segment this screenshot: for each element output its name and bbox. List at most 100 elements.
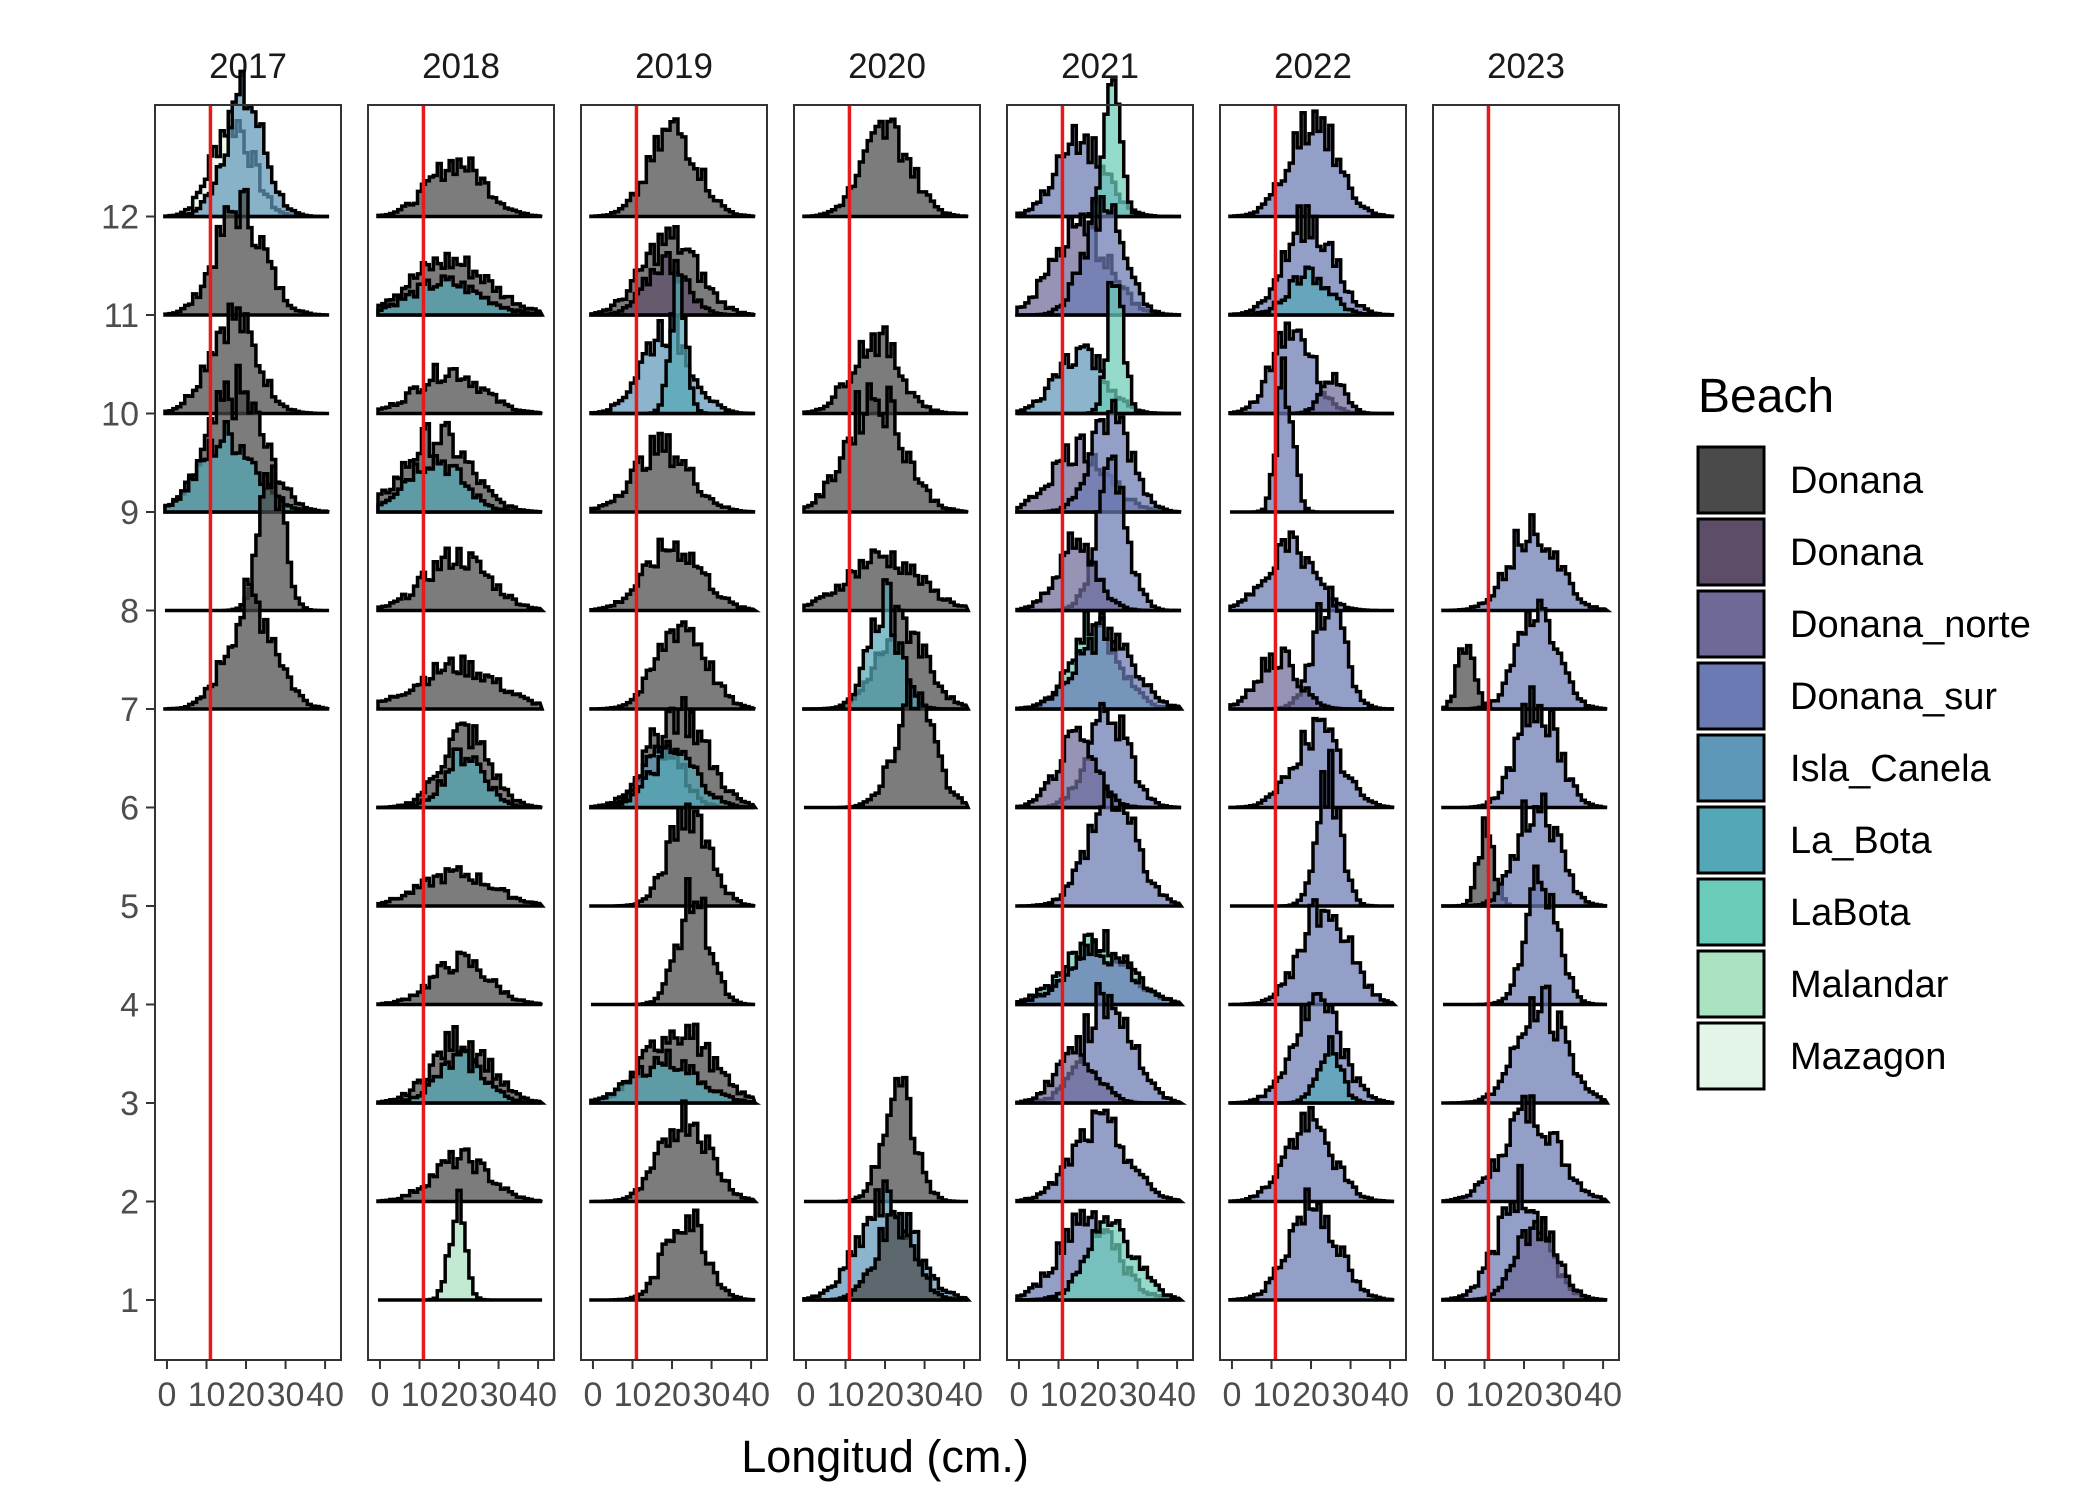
ridge-donana-2018-m5 bbox=[376, 865, 546, 908]
x-tick-label: 0 bbox=[157, 1376, 176, 1414]
ridge-donana_sur-2023-m8 bbox=[1441, 513, 1613, 613]
legend-label: LaBota bbox=[1790, 892, 1911, 934]
legend-key bbox=[1696, 445, 1766, 515]
ridge-la_bota-2018-m6 bbox=[376, 747, 543, 810]
ridge-donana_norte-2023-m1 bbox=[1442, 1216, 1608, 1302]
panel-border bbox=[154, 104, 342, 1361]
y-tick-label: 3 bbox=[120, 1085, 139, 1123]
ridge-donana_norte-2021-m3 bbox=[1015, 1035, 1182, 1105]
ridge-donana-2018-m12 bbox=[376, 156, 543, 219]
x-tick-label: 10 bbox=[827, 1376, 865, 1414]
x-tick-label: 20 bbox=[1292, 1376, 1330, 1414]
ridge-donana-2017-m7 bbox=[163, 577, 330, 711]
legend-key bbox=[1696, 949, 1766, 1019]
ridge-la_bota-2019-m10 bbox=[590, 258, 756, 416]
ridge-isla_canela-2017-m12 bbox=[163, 69, 330, 219]
x-axis-title: Longitud (cm.) bbox=[741, 1431, 1029, 1482]
x-tick-label: 40 bbox=[1584, 1376, 1622, 1414]
y-tick-label: 9 bbox=[120, 494, 139, 532]
ridge-donana_sur-2021-m9 bbox=[1015, 398, 1182, 514]
x-tick-label: 10 bbox=[614, 1376, 652, 1414]
legend-label: Malandar bbox=[1790, 964, 1949, 1006]
panel-border bbox=[580, 104, 768, 1361]
ridge-donana-2018-m7 bbox=[376, 654, 545, 711]
facet-label-2020: 2020 bbox=[848, 47, 926, 86]
x-tick-label: 10 bbox=[188, 1376, 226, 1414]
y-tick-label: 11 bbox=[104, 297, 139, 335]
ridge-la_bota-2019-m6 bbox=[589, 743, 756, 810]
facet-label-2018: 2018 bbox=[422, 47, 500, 86]
legend-label: Donana_sur bbox=[1790, 676, 1997, 718]
x-tick-label: 30 bbox=[693, 1376, 731, 1414]
ridge-donana-2019-m12 bbox=[589, 117, 756, 219]
facet-2022: 2022 0 10 20 30 40 bbox=[1219, 47, 1409, 1414]
y-tick-label: 5 bbox=[120, 888, 139, 926]
ridge-donana-2017-m10 bbox=[163, 302, 330, 416]
ridge-donana_sur-2023-m2 bbox=[1441, 1094, 1611, 1204]
ridge-donana_norte-2021-m8 bbox=[1015, 531, 1182, 613]
y-tick-label: 8 bbox=[120, 593, 139, 631]
x-tick-label: 30 bbox=[1119, 1376, 1157, 1414]
ridge-labota-2021-m10 bbox=[1016, 280, 1182, 416]
ridge-donana-2020-m1 bbox=[803, 1209, 969, 1302]
x-tick-label: 0 bbox=[1009, 1376, 1028, 1414]
legend-key bbox=[1696, 1021, 1766, 1091]
legend-key bbox=[1696, 589, 1766, 659]
x-tick-label: 30 bbox=[1545, 1376, 1583, 1414]
ridge-la_bota-2019-m3 bbox=[589, 1048, 762, 1105]
facet-2021: 2021 0 10 20 30 40 bbox=[1006, 47, 1196, 1414]
ridge-la_bota-2018-m3 bbox=[376, 1049, 543, 1105]
panel-border bbox=[793, 104, 981, 1361]
facet-2023: 2023 0 10 20 30 40 bbox=[1432, 47, 1622, 1414]
ridge-donana-2019-m8 bbox=[589, 537, 761, 613]
ridge-donana-2020-m12 bbox=[802, 117, 969, 219]
facet-label-2019: 2019 bbox=[635, 47, 713, 86]
ridge-donana_sur-2022-m1 bbox=[1228, 1187, 1395, 1302]
legend-key bbox=[1696, 517, 1766, 587]
ridge-donana-2019-m9 bbox=[589, 431, 756, 514]
x-tick-label: 10 bbox=[401, 1376, 439, 1414]
y-tick-label: 10 bbox=[101, 396, 139, 434]
x-tick-label: 30 bbox=[1332, 1376, 1370, 1414]
ridge-donana_sur-2021-m11 bbox=[1015, 195, 1182, 317]
legend: Beach Donana Donana Donana_norte Donana_sur… bbox=[1696, 370, 2031, 1091]
legend-label: Mazagon bbox=[1790, 1036, 1946, 1078]
ridge-donana_sur-2023-m7 bbox=[1441, 598, 1608, 711]
x-tick-label: 30 bbox=[267, 1376, 305, 1414]
ridge-donana-2020-m2 bbox=[803, 1075, 969, 1204]
ridge-donana_sur-2021-m2 bbox=[1015, 1108, 1186, 1204]
legend-label: Donana bbox=[1790, 532, 1924, 574]
legend-key bbox=[1696, 733, 1766, 803]
x-tick-label: 20 bbox=[866, 1376, 904, 1414]
ridge-donana-2019-m2 bbox=[589, 1099, 760, 1204]
y-tick-label: 1 bbox=[120, 1282, 139, 1320]
ridge-donana_sur-2022-m6 bbox=[1228, 716, 1395, 810]
x-tick-label: 0 bbox=[1222, 1376, 1241, 1414]
x-tick-label: 20 bbox=[227, 1376, 265, 1414]
ridge-donana-2017-m8 bbox=[164, 464, 330, 613]
ridge-donana-2019-m5 bbox=[589, 802, 756, 908]
x-tick-label: 0 bbox=[796, 1376, 815, 1414]
facet-label-2021: 2021 bbox=[1061, 47, 1139, 86]
x-tick-label: 40 bbox=[945, 1376, 983, 1414]
ridge-donana-2019-m1 bbox=[590, 1208, 756, 1302]
facet-2017: 2017 0 10 20 30 40 bbox=[154, 47, 344, 1414]
x-tick-label: 0 bbox=[583, 1376, 602, 1414]
ridge-donana-2020-m10 bbox=[802, 325, 969, 416]
legend-label: Isla_Canela bbox=[1790, 748, 1992, 790]
ridge-donana_sur-2023-m5 bbox=[1441, 792, 1608, 908]
x-tick-label: 20 bbox=[1079, 1376, 1117, 1414]
x-tick-label: 30 bbox=[480, 1376, 518, 1414]
x-tick-label: 40 bbox=[306, 1376, 344, 1414]
legend-label: Donana bbox=[1790, 460, 1924, 502]
x-tick-label: 40 bbox=[1158, 1376, 1196, 1414]
x-tick-label: 40 bbox=[1371, 1376, 1409, 1414]
ridge-la_bota-2018-m9 bbox=[376, 453, 543, 514]
ridge-labota-2021-m12 bbox=[1016, 78, 1182, 219]
facet-label-2022: 2022 bbox=[1274, 47, 1352, 86]
x-tick-label: 10 bbox=[1040, 1376, 1078, 1414]
x-tick-label: 10 bbox=[1466, 1376, 1504, 1414]
ridge-donana_sur-2023-m4 bbox=[1442, 864, 1608, 1007]
